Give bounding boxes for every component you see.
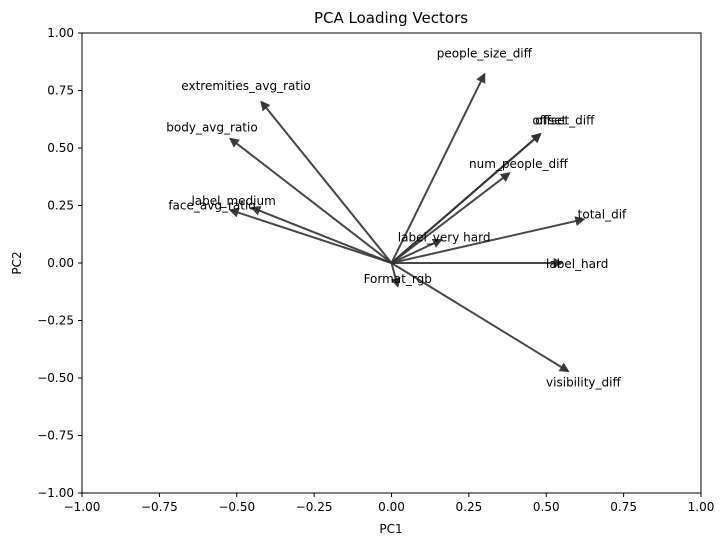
y-tick-label: 0.75 xyxy=(47,84,74,98)
loading-vector-total_dif xyxy=(391,216,586,264)
vector-label: label_medium xyxy=(191,194,275,208)
x-tick-label: −1.00 xyxy=(64,500,101,514)
y-tick-label: 0.25 xyxy=(47,199,74,213)
y-tick-label: 0.50 xyxy=(47,141,74,155)
loading-vector-label_very-hard xyxy=(391,238,443,264)
x-axis-label: PC1 xyxy=(379,522,402,536)
plot-area: people_size_diff extremities_avg_ratiobod… xyxy=(166,47,627,390)
loading-vector-label_medium xyxy=(250,206,392,264)
y-tick-label: −0.75 xyxy=(37,429,74,443)
y-tick-label: −0.25 xyxy=(37,314,74,328)
x-tick-label: −0.50 xyxy=(218,500,255,514)
loading-vector-people_size_diff xyxy=(390,72,486,264)
loading-vector-Format_rgb xyxy=(390,262,401,288)
loading-vector-body_avg_ratio xyxy=(228,137,393,264)
vector-label: label_hard xyxy=(546,257,608,271)
y-axis-label: PC2 xyxy=(10,251,24,274)
y-tick-label: −0.50 xyxy=(37,371,74,385)
x-tick-label: 0.50 xyxy=(533,500,560,514)
vector-label: Format_rgb xyxy=(364,272,432,286)
vector-label: extremities_avg_ratio xyxy=(181,79,310,93)
vector-label: offset_diff xyxy=(535,113,595,127)
loading-vector-extremities_avg_ratio xyxy=(260,100,393,264)
vector-label: body_avg_ratio xyxy=(166,120,257,134)
loading-vector-visibility_diff xyxy=(390,262,570,373)
axes: −1.00−1.00 −0.75 −0.75 −0.50 −0.50 −0.25 −0.25… xyxy=(37,26,714,514)
x-tick-label: 0.00 xyxy=(378,500,405,514)
vector-label: total_dif xyxy=(578,208,627,222)
vector-label: visibility_diff xyxy=(546,376,621,390)
vector-label: num_people_diff xyxy=(469,157,569,171)
y-tick-label: 0.00 xyxy=(47,256,74,270)
x-tick-label: −0.75 xyxy=(141,500,178,514)
chart-title: PCA Loading Vectors xyxy=(314,9,468,27)
vector-label: offset xyxy=(532,113,566,127)
x-tick-label: −0.25 xyxy=(296,500,333,514)
loading-vector-face_avg_ratio xyxy=(228,207,392,264)
x-tick-label: 0.25 xyxy=(456,500,483,514)
loading-vector-offset_diff xyxy=(390,132,542,264)
y-tick-label: −1.00 xyxy=(37,486,74,500)
vector-label: label_very hard xyxy=(398,231,491,245)
y-tick-label: 1.00 xyxy=(47,26,74,40)
x-tick-label: 1.00 xyxy=(688,500,715,514)
vector-label: people_size_diff xyxy=(437,47,533,61)
loading-vector-num_people_diff xyxy=(390,172,511,264)
x-tick-label: 0.75 xyxy=(610,500,637,514)
vector-label: face_avg_ratio xyxy=(168,199,255,213)
